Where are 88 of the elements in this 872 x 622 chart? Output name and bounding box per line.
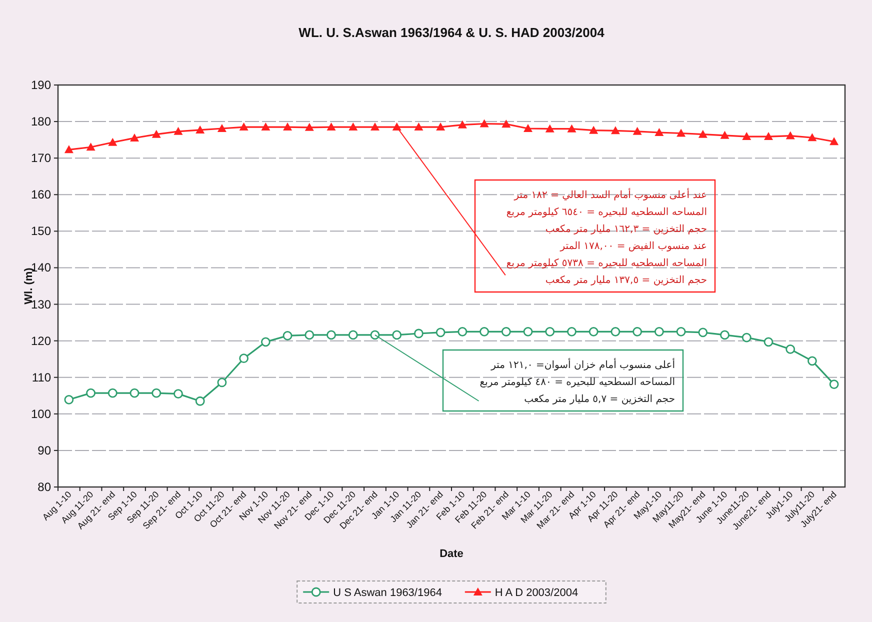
point <box>282 331 292 340</box>
point <box>610 326 620 336</box>
point <box>501 326 511 336</box>
annotation: أعلى منسوب أمام خزان أسوان= ١٢١,٠ متر المساحه السطحيه للبحيره = ٤٨٠ كيلومتر مربع حجم التخزين = ٥,٧ مليار متر مكعب <box>480 358 676 405</box>
legend-label: U S Aswan 1963/1964 <box>333 587 442 599</box>
point <box>545 124 554 132</box>
y-tick-label: 190 <box>30 78 52 92</box>
point <box>742 132 752 140</box>
point <box>764 337 774 347</box>
point <box>567 124 576 132</box>
point <box>808 356 817 366</box>
point <box>86 142 96 151</box>
point <box>545 326 555 336</box>
y-tick-label: 100 <box>30 406 52 421</box>
y-tick-label: 110 <box>32 370 52 384</box>
point <box>196 125 205 134</box>
point <box>108 138 118 146</box>
y-tick-label: 130 <box>30 297 52 312</box>
point <box>829 380 839 390</box>
point <box>152 388 162 398</box>
point <box>589 126 598 134</box>
point <box>304 122 314 131</box>
y-tick-label: 150 <box>30 224 52 238</box>
point <box>720 330 730 340</box>
point <box>64 145 74 154</box>
point <box>610 126 620 134</box>
point <box>436 122 446 131</box>
point <box>698 328 708 338</box>
point <box>458 326 468 336</box>
point <box>786 344 796 354</box>
point <box>239 122 248 131</box>
y-tick-label: 120 <box>30 334 52 348</box>
point <box>239 354 249 364</box>
point <box>348 330 358 340</box>
y-tick-label: 160 <box>30 188 52 202</box>
point <box>654 128 664 136</box>
y-tick-label: 180 <box>30 114 52 129</box>
point <box>786 131 795 140</box>
chart-title: WL. U. S.Aswan 1963/1964 & U. S. HAD 2003/2004 <box>298 25 606 40</box>
point <box>698 130 708 138</box>
point <box>676 128 686 137</box>
y-tick-label: 80 <box>38 480 52 494</box>
annotation: عند أعلى منسوب أمام السد العالي = ١٨٢ متر المساحه السطحيه للبحيره = ٦٥٤٠ كيلومتر مربع حجم التخزين = ١٦٢,٣ مليار متر مكعب عند منسوب الفيض = ١٧٨,٠٠ المتر المساحه السطحيه للبحيره = ٥٧٣٨ كيلومتر مربع حجم التخزين = ١٣٧,٥ مليار متر مكعب <box>506 188 707 286</box>
point <box>742 332 752 342</box>
point <box>764 132 773 140</box>
point <box>130 133 140 142</box>
point <box>676 326 686 336</box>
point <box>326 122 336 131</box>
point <box>130 388 140 398</box>
point <box>632 326 642 336</box>
point <box>261 122 270 131</box>
point <box>392 330 402 340</box>
point <box>632 126 642 135</box>
point <box>260 337 270 347</box>
point <box>567 326 576 336</box>
point <box>830 137 839 146</box>
point <box>152 130 161 138</box>
point <box>217 124 226 132</box>
point <box>654 326 664 336</box>
point <box>195 396 205 406</box>
point <box>808 133 817 142</box>
point <box>414 122 424 131</box>
point <box>370 122 380 131</box>
point <box>480 326 489 336</box>
point <box>108 388 118 398</box>
point <box>523 326 533 336</box>
point <box>348 122 358 131</box>
y-tick-label: 90 <box>38 443 52 458</box>
point <box>458 120 467 128</box>
point <box>283 122 292 131</box>
point <box>414 328 424 338</box>
point <box>720 130 730 139</box>
x-axis-title: Date <box>440 548 464 560</box>
point <box>480 119 489 128</box>
point <box>304 330 314 340</box>
point <box>588 326 598 336</box>
point <box>174 126 183 135</box>
point <box>370 330 380 340</box>
point <box>326 330 336 340</box>
point <box>524 124 533 132</box>
point <box>64 394 74 404</box>
point <box>86 388 96 398</box>
point <box>217 378 227 388</box>
point <box>436 328 446 338</box>
legend-label: H A D 2003/2004 <box>494 587 578 599</box>
point <box>502 120 511 128</box>
y-tick-label: 170 <box>30 151 52 166</box>
point <box>174 389 183 399</box>
